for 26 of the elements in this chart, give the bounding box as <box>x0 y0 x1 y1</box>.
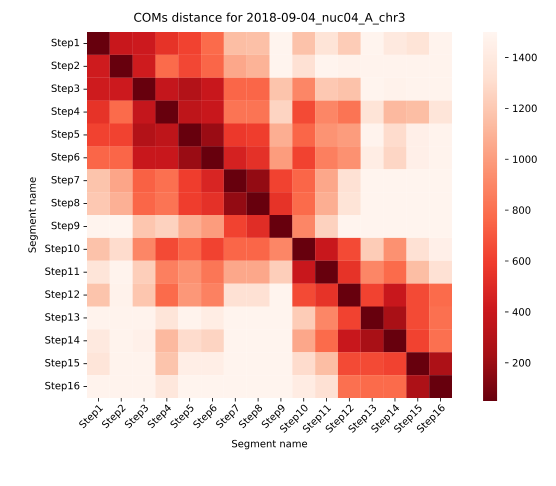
y-tick-label: Step11 <box>45 267 80 277</box>
y-tick-label: Step10 <box>45 244 80 254</box>
chart-title: COMs distance for 2018-09-04_nuc04_A_chr3 <box>134 12 405 24</box>
color-bar-label: 400 <box>512 308 530 316</box>
y-tick-label: Step15 <box>45 358 80 368</box>
y-tick-label: Step6 <box>52 153 80 163</box>
y-tick-label: Step4 <box>52 107 80 117</box>
color-bar-label: 800 <box>512 206 530 214</box>
color-bar-label: 600 <box>512 257 530 265</box>
y-tick-label: Step13 <box>45 313 80 323</box>
color-bar-label: 200 <box>512 359 530 367</box>
y-tick-label: Step1 <box>52 38 80 48</box>
color-bar-label: 1000 <box>513 155 537 164</box>
y-tick-label: Step7 <box>52 176 80 186</box>
y-tick-label: Step14 <box>45 336 80 346</box>
y-tick-label: Step9 <box>52 222 80 232</box>
y-tick-label: Step2 <box>52 62 79 72</box>
color-bar-label: 1400 <box>513 54 537 62</box>
y-tick-label: Step12 <box>45 290 79 300</box>
x-axis-title: Segment name <box>232 440 308 450</box>
y-tick-label: Step8 <box>52 198 80 208</box>
y-tick-label: Step3 <box>52 84 80 94</box>
y-axis-title: Segment name <box>28 177 38 252</box>
y-tick-label: Step16 <box>45 382 80 392</box>
y-tick-label: Step5 <box>52 130 80 140</box>
color-bar-label: 1200 <box>513 104 537 112</box>
